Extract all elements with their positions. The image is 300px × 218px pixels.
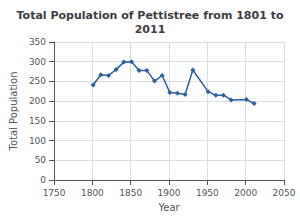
svg-text:300: 300	[29, 57, 46, 67]
svg-text:Total Population: Total Population	[8, 71, 19, 151]
svg-text:1850: 1850	[119, 188, 142, 198]
svg-text:Total Population of Pettistree: Total Population of Pettistree from 1801…	[17, 9, 284, 22]
svg-text:2000: 2000	[234, 188, 257, 198]
svg-text:1950: 1950	[196, 188, 219, 198]
svg-text:0: 0	[40, 175, 46, 185]
svg-text:2050: 2050	[273, 188, 296, 198]
svg-text:150: 150	[29, 116, 46, 126]
svg-text:Year: Year	[157, 202, 180, 213]
svg-text:1750: 1750	[43, 188, 66, 198]
svg-text:1900: 1900	[158, 188, 181, 198]
svg-text:350: 350	[29, 37, 46, 47]
svg-text:100: 100	[29, 136, 46, 146]
svg-text:1800: 1800	[81, 188, 104, 198]
svg-text:2011: 2011	[135, 23, 166, 36]
svg-text:250: 250	[29, 76, 46, 86]
svg-text:50: 50	[35, 155, 47, 165]
svg-text:200: 200	[29, 96, 46, 106]
